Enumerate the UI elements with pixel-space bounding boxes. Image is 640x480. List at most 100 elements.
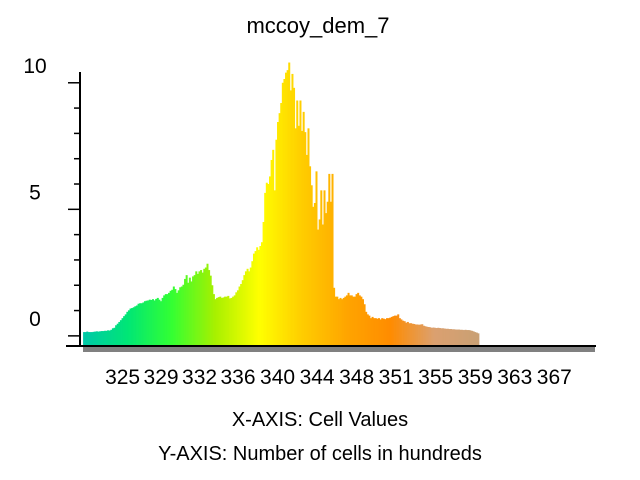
histogram-bar: [257, 249, 260, 346]
histogram-bar: [277, 122, 280, 346]
histogram-bar: [387, 318, 390, 346]
histogram-bar: [299, 100, 302, 346]
histogram-bar: [475, 332, 478, 346]
histogram-bar: [309, 166, 312, 346]
histogram-bar: [464, 329, 467, 346]
histogram-bar: [166, 294, 169, 346]
histogram-bar: [195, 271, 198, 346]
histogram-bar: [222, 297, 225, 346]
histogram-bar: [135, 305, 138, 346]
x-tick-label: 351: [379, 366, 414, 389]
histogram-bar: [461, 329, 464, 346]
histogram-bar: [235, 292, 238, 346]
histogram-bar: [432, 327, 435, 346]
histogram-bar: [119, 320, 122, 346]
histogram-bar: [291, 73, 294, 347]
histogram-bar: [129, 308, 132, 346]
histogram-bar: [394, 315, 397, 346]
histogram-bar: [203, 268, 206, 346]
histogram-bar: [355, 294, 358, 346]
histogram-bar: [123, 316, 126, 346]
histogram-bar: [289, 90, 292, 347]
histogram-bar: [419, 324, 422, 346]
histogram-bar: [212, 294, 215, 346]
histogram-bar: [368, 315, 371, 346]
histogram-bar: [262, 221, 265, 346]
x-tick-label: 359: [458, 366, 493, 389]
histogram-bar: [179, 287, 182, 346]
histogram-bar: [366, 314, 369, 346]
histogram-bars: [83, 62, 480, 347]
histogram-bar: [187, 282, 190, 346]
x-tick-label: 355: [418, 366, 453, 389]
histogram-bar: [317, 229, 320, 346]
histogram-bar: [83, 332, 86, 346]
histogram-bar: [259, 246, 262, 346]
histogram-bar: [216, 297, 219, 346]
x-axis-label: X-AXIS: Cell Values: [232, 409, 408, 431]
histogram-bar: [426, 326, 429, 346]
histogram-bar: [358, 295, 361, 346]
histogram-bar: [193, 275, 196, 346]
histogram-bar: [440, 328, 443, 346]
histogram-bar: [345, 295, 348, 346]
histogram-bar: [198, 271, 201, 346]
histogram-bar: [384, 319, 387, 346]
histogram-bar: [188, 277, 191, 346]
histogram-bar: [100, 331, 103, 346]
histogram-bar: [270, 159, 273, 346]
histogram-bar: [477, 333, 480, 346]
histogram-bar: [365, 311, 368, 346]
histogram-bar: [283, 78, 286, 346]
histogram-bar: [177, 290, 180, 346]
histogram-bar: [357, 292, 360, 346]
histogram-bar: [304, 132, 307, 346]
histogram-bar: [143, 301, 146, 346]
histogram-bar: [446, 328, 449, 346]
histogram-bar: [341, 299, 344, 346]
histogram-bar: [408, 323, 411, 346]
histogram-bar: [124, 314, 127, 346]
histogram-bar: [392, 316, 395, 346]
histogram-bar: [361, 299, 364, 346]
histogram-bar: [458, 329, 461, 346]
x-tick-label: 363: [497, 366, 532, 389]
histogram-bar: [137, 303, 140, 346]
x-axis-minor-ticks: [83, 346, 595, 352]
histogram-bar: [184, 278, 187, 346]
histogram-bar: [228, 298, 231, 346]
histogram-bar: [168, 292, 171, 346]
histogram-bar: [105, 330, 108, 346]
histogram-bar: [116, 323, 119, 346]
histogram-bar: [422, 325, 425, 346]
histogram-bar: [421, 324, 424, 346]
histogram-bar: [208, 270, 211, 346]
histogram-bar: [443, 328, 446, 346]
histogram-bar: [438, 328, 441, 346]
histogram-bar: [107, 330, 110, 346]
x-tick-label: 332: [182, 366, 217, 389]
histogram-bar: [251, 261, 254, 346]
histogram-bar: [243, 275, 246, 346]
histogram-bar: [331, 173, 334, 346]
histogram-bar: [95, 331, 98, 346]
histogram-bar: [280, 103, 283, 346]
histogram-bar: [294, 128, 297, 346]
histogram-bar: [214, 299, 217, 346]
histogram-bar: [398, 318, 401, 346]
histogram-bar: [381, 318, 384, 346]
y-tick-label: 5: [29, 181, 41, 204]
histogram-bar: [273, 190, 276, 346]
histogram-bar: [161, 297, 164, 346]
histogram-bar: [121, 318, 124, 346]
histogram-bar: [313, 203, 316, 346]
y-axis-tick-labels: 0 5 10: [23, 55, 46, 331]
histogram-bar: [254, 251, 257, 346]
histogram-bar: [174, 289, 177, 346]
histogram-bar: [445, 328, 448, 346]
histogram-bar: [360, 296, 363, 346]
histogram-bar: [158, 299, 161, 346]
histogram-bar: [451, 329, 454, 346]
histogram-bar: [434, 327, 437, 346]
